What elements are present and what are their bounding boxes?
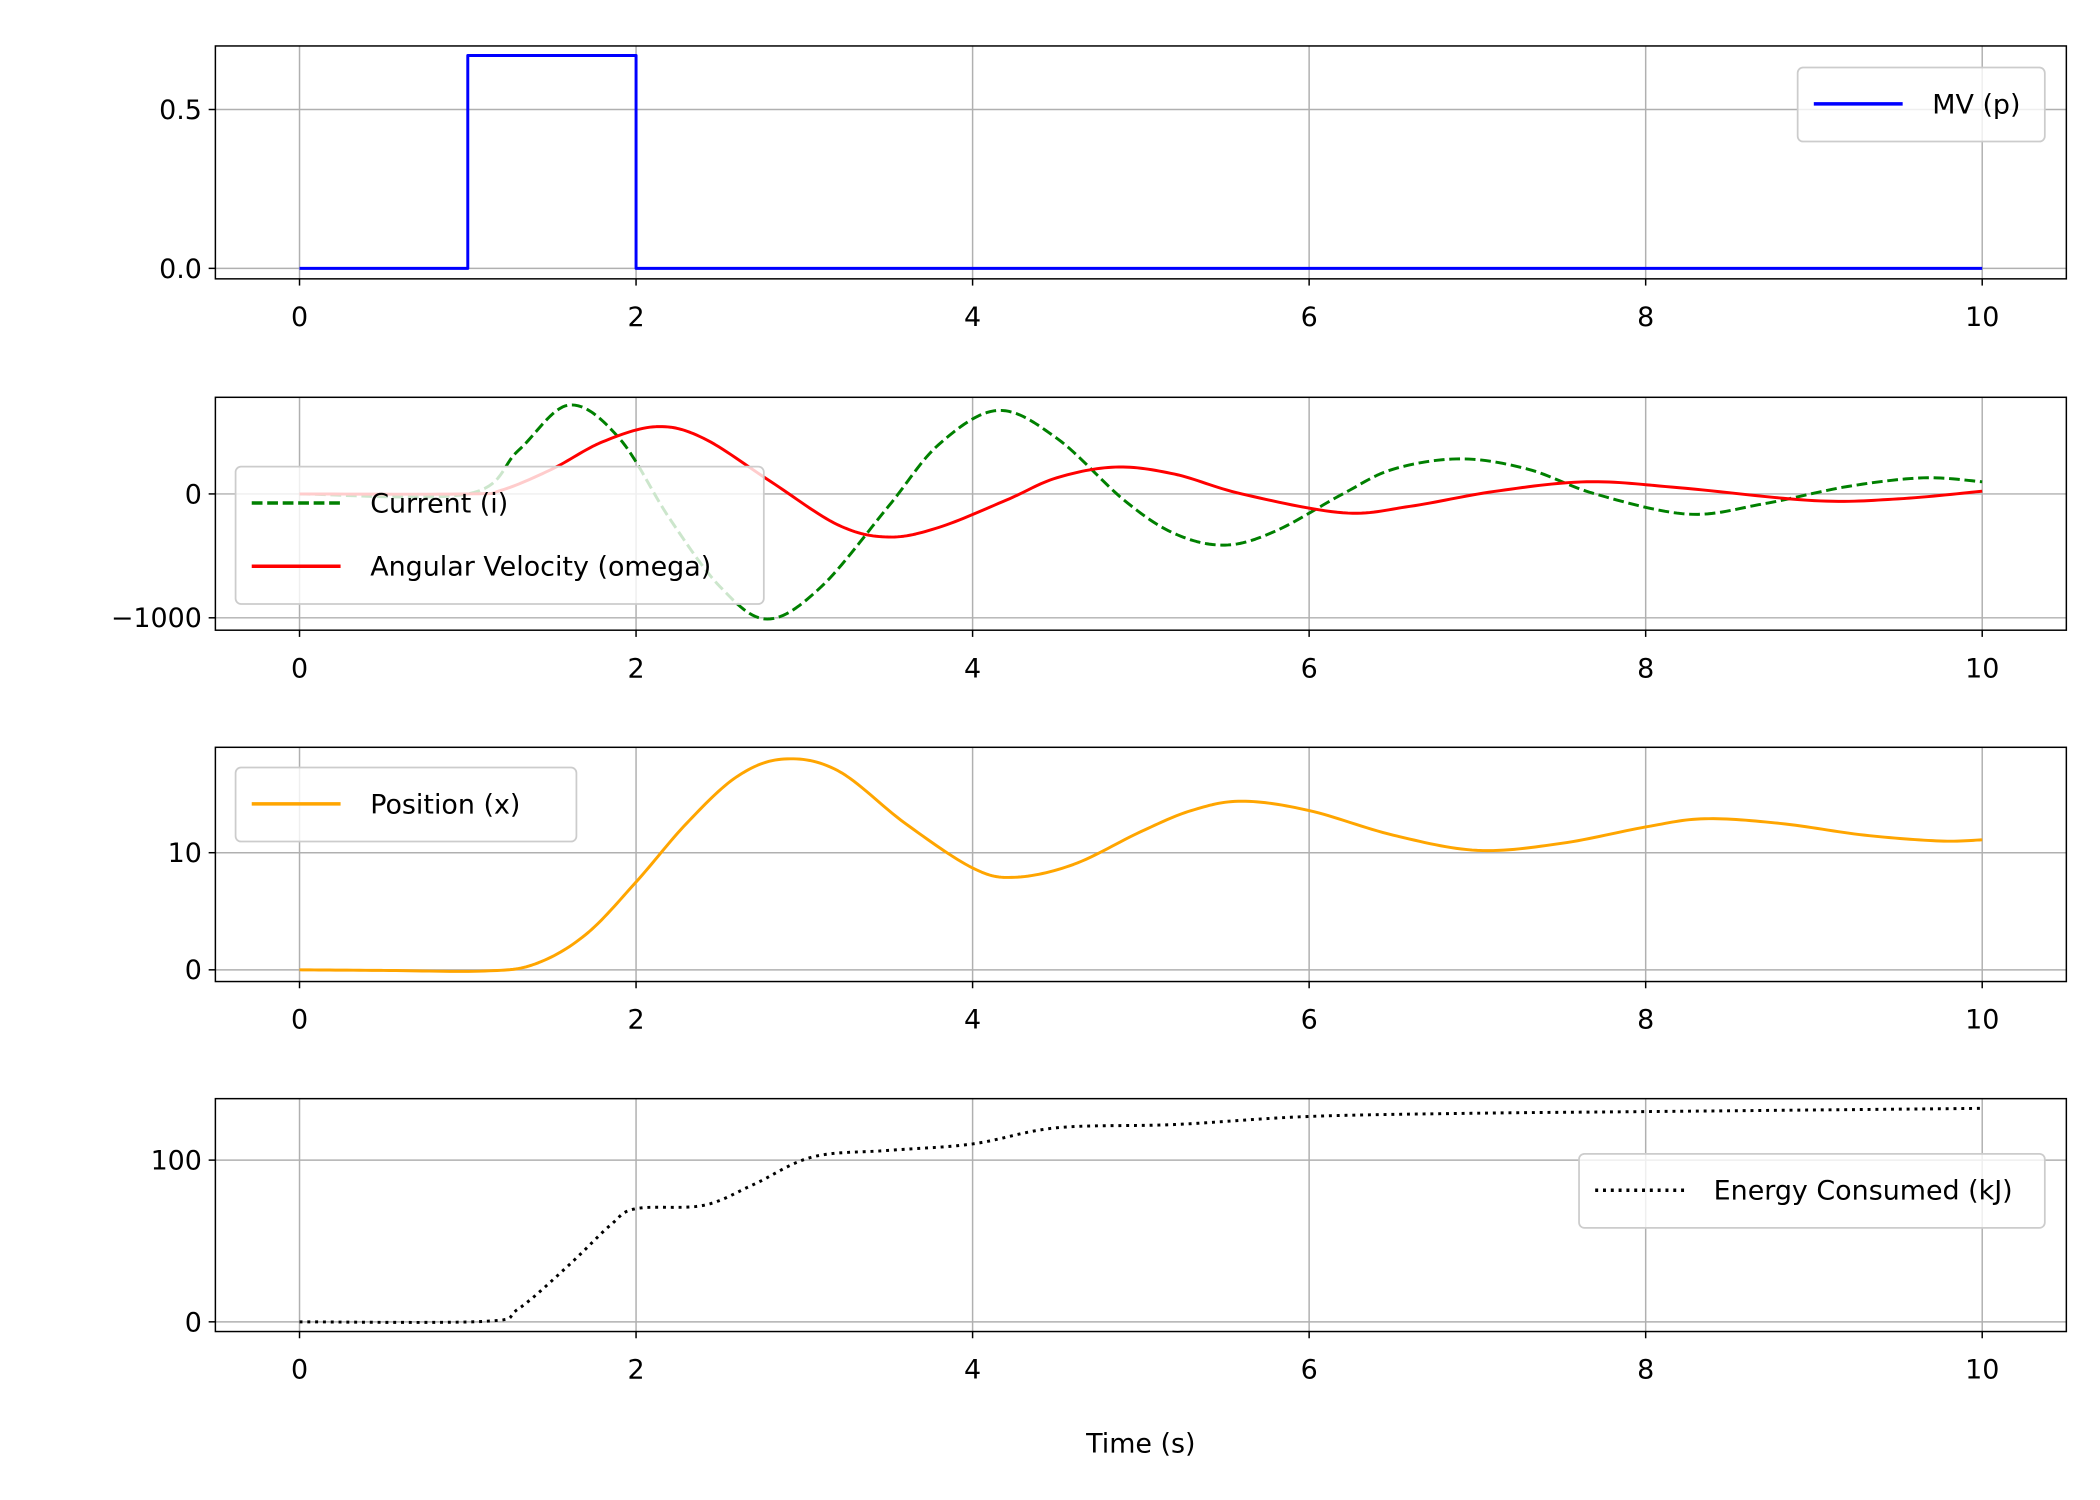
x-axis-label: Time (s) — [1085, 1429, 1195, 1460]
x-tick-label: 0 — [291, 1355, 308, 1386]
x-tick-label: 8 — [1637, 1005, 1654, 1036]
series-line-current-i — [299, 403, 1983, 621]
subplot-2: 0 2 4 6 8 10 −1000 0 Current (i) Angular Velocity… — [111, 396, 2068, 684]
x-tick-label: 0 — [291, 653, 308, 684]
x-tick-label: 6 — [1301, 1355, 1318, 1386]
legend-label: Current (i) — [370, 488, 508, 519]
series-line-angular-velocity-omega — [299, 425, 1983, 539]
legend: Position (x) — [234, 766, 578, 843]
y-tick-label: 0 — [185, 1307, 202, 1338]
x-tick-label: 6 — [1301, 302, 1318, 333]
y-tick-label: 100 — [151, 1146, 202, 1177]
y-tick-label: −1000 — [111, 603, 202, 634]
legend-label: MV (p) — [1932, 89, 2020, 120]
axes-frame — [214, 396, 2068, 631]
x-tick-label: 10 — [1965, 653, 1999, 684]
series-line-mv-p — [299, 54, 1983, 270]
y-tick-label: 0 — [185, 479, 202, 510]
x-tick-label: 6 — [1301, 653, 1318, 684]
x-tick-label: 4 — [964, 302, 981, 333]
legend-frame — [234, 465, 765, 605]
x-tick-label: 0 — [291, 1005, 308, 1036]
legend-frame — [1578, 1152, 2046, 1229]
legend-frame — [1796, 66, 2046, 143]
x-tick-label: 6 — [1301, 1005, 1318, 1036]
y-tick-label: 10 — [168, 838, 202, 869]
x-tick-label: 2 — [627, 1355, 644, 1386]
y-tick-label: 0.0 — [159, 254, 202, 285]
series-line-energy-consumed-kj — [299, 1106, 1983, 1324]
legend-label: Position (x) — [370, 789, 520, 820]
axes-frame — [214, 45, 2068, 280]
x-tick-label: 10 — [1965, 1005, 1999, 1036]
x-tick-label: 8 — [1637, 653, 1654, 684]
x-tick-label: 4 — [964, 653, 981, 684]
legend-label: Angular Velocity (omega) — [370, 552, 711, 583]
x-tick-label: 10 — [1965, 302, 1999, 333]
subplot-1: 0 2 4 6 8 10 0.0 0.5 MV (p) — [159, 45, 2068, 333]
axes-frame — [214, 746, 2068, 983]
x-tick-label: 8 — [1637, 1355, 1654, 1386]
x-tick-label: 2 — [627, 302, 644, 333]
x-tick-label: 4 — [964, 1005, 981, 1036]
series-line-position-x — [299, 757, 1983, 973]
legend-label: Energy Consumed (kJ) — [1714, 1176, 2013, 1207]
axes-frame — [214, 1097, 2068, 1333]
x-tick-label: 4 — [964, 1355, 981, 1386]
x-tick-label: 0 — [291, 302, 308, 333]
x-tick-label: 2 — [627, 1005, 644, 1036]
x-tick-label: 2 — [627, 653, 644, 684]
x-tick-label: 8 — [1637, 302, 1654, 333]
x-tick-label: 10 — [1965, 1355, 1999, 1386]
subplot-3: 0 2 4 6 8 10 0 10 Position (x) — [168, 746, 2068, 1036]
legend: Energy Consumed (kJ) — [1578, 1152, 2046, 1229]
legend: MV (p) — [1796, 66, 2046, 143]
y-tick-label: 0 — [185, 955, 202, 986]
y-tick-label: 0.5 — [159, 95, 202, 126]
legend: Current (i) Angular Velocity (omega) — [234, 465, 765, 605]
legend-frame — [234, 766, 578, 843]
